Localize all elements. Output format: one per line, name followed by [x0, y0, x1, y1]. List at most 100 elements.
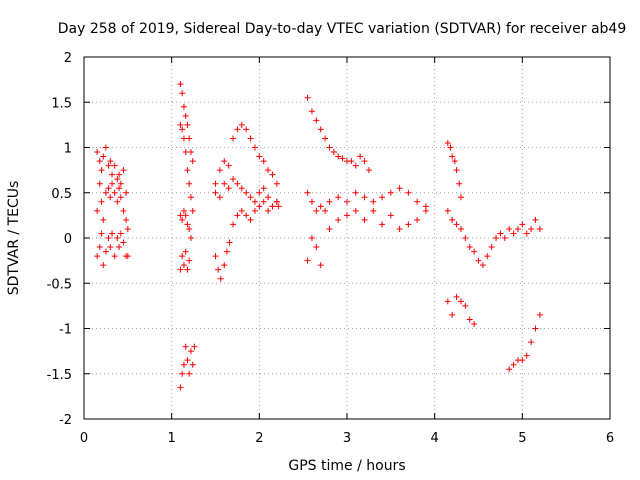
data-point [247, 216, 254, 223]
data-point [179, 90, 186, 97]
y-tick-label: -1.5 [47, 368, 72, 383]
data-point [335, 153, 342, 160]
data-point [265, 167, 272, 174]
y-tick-label: -2 [59, 413, 72, 428]
data-point [313, 244, 320, 251]
data-point [186, 225, 193, 232]
data-point [357, 153, 364, 160]
series-seg-a-mid [94, 180, 131, 232]
data-point [109, 180, 116, 187]
data-point [361, 216, 368, 223]
data-point [304, 94, 311, 101]
data-point [510, 361, 517, 368]
data-point [187, 194, 194, 201]
data-point [519, 221, 526, 228]
data-point [451, 158, 458, 165]
data-point [120, 207, 127, 214]
data-point [317, 126, 324, 133]
data-point [506, 225, 513, 232]
data-point [405, 221, 412, 228]
data-point [269, 171, 276, 178]
data-point [180, 207, 187, 214]
series-seg-a-high [94, 144, 130, 196]
data-point [256, 153, 263, 160]
data-point [449, 216, 456, 223]
data-point [120, 239, 127, 246]
data-point [462, 235, 469, 241]
y-tick-label: -1 [59, 323, 72, 338]
data-point [105, 185, 112, 192]
data-point [488, 244, 495, 251]
data-point [191, 343, 198, 350]
data-point [387, 212, 394, 219]
data-point [335, 194, 342, 201]
data-point [466, 316, 473, 323]
y-tick-label: 0 [64, 232, 72, 247]
data-point [186, 370, 193, 377]
data-point [260, 198, 267, 205]
data-point [230, 221, 237, 228]
data-point [102, 189, 109, 196]
data-point [189, 361, 196, 368]
data-point [243, 189, 250, 196]
plot-frame [83, 56, 611, 420]
data-point [96, 244, 103, 251]
data-point [317, 262, 324, 269]
data-point [447, 144, 454, 151]
data-point [124, 225, 131, 232]
data-point [96, 180, 103, 187]
data-point [123, 189, 130, 196]
data-point [98, 167, 105, 174]
data-point [348, 158, 355, 165]
data-point [116, 244, 123, 251]
x-tick-label: 1 [168, 431, 176, 446]
data-point [234, 180, 241, 187]
data-point [187, 348, 194, 355]
data-point [189, 158, 196, 165]
data-point [260, 185, 267, 192]
data-point [365, 167, 372, 174]
data-point [308, 108, 315, 115]
data-point [225, 162, 232, 169]
data-point [179, 216, 186, 223]
data-point [238, 121, 245, 128]
data-point [317, 203, 324, 210]
x-axis-label: GPS time / hours [288, 458, 405, 474]
series-seg-d-lower [304, 207, 429, 269]
data-point [114, 176, 121, 183]
data-point [230, 176, 237, 183]
data-point [221, 180, 228, 187]
data-point [471, 320, 478, 327]
data-point [475, 257, 482, 264]
data-point [177, 121, 184, 128]
data-point [501, 235, 508, 241]
data-point [536, 311, 543, 318]
x-tick-label: 0 [80, 431, 88, 446]
data-point [466, 244, 473, 251]
y-tick-label: 2 [64, 51, 72, 66]
data-point [109, 230, 116, 237]
data-point [344, 198, 350, 205]
y-tick-label: 1.5 [51, 96, 72, 111]
data-point [462, 302, 469, 309]
data-points [94, 81, 543, 391]
series-seg-c-mid [212, 176, 282, 210]
data-point [308, 235, 315, 241]
data-point [457, 298, 464, 305]
data-point [326, 225, 333, 232]
data-point [344, 212, 350, 219]
data-point [123, 216, 130, 223]
data-point [98, 198, 105, 205]
data-point [352, 189, 359, 196]
data-point [226, 239, 233, 246]
data-point [247, 135, 254, 142]
data-point [322, 207, 329, 214]
x-tick-label: 4 [431, 431, 439, 446]
data-point [179, 126, 186, 133]
series-seg-b-high [177, 81, 196, 165]
data-point [105, 235, 112, 241]
data-point [105, 162, 112, 169]
data-point [387, 189, 394, 196]
data-point [493, 235, 500, 241]
data-point [117, 180, 124, 187]
